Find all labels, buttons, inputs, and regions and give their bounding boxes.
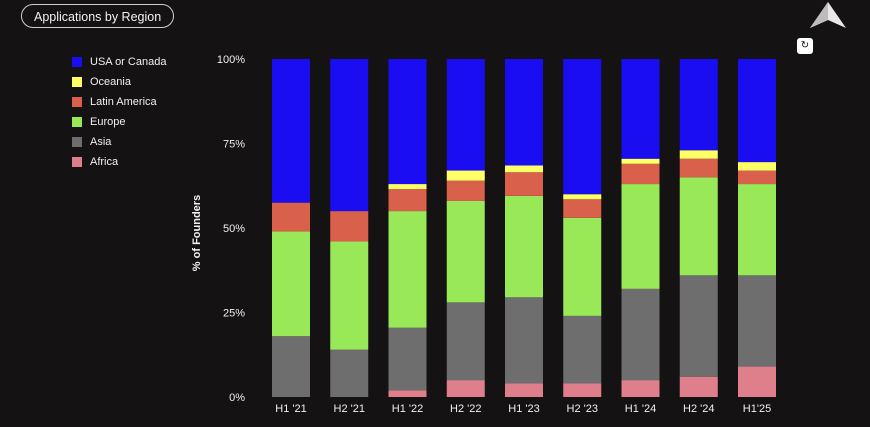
bar-segment [563, 199, 602, 218]
bar-segment [621, 380, 660, 397]
bar-segment [446, 200, 485, 303]
y-tick-label: 50% [223, 223, 245, 235]
bar-segment [738, 275, 776, 367]
triangle-logo-icon [808, 0, 848, 35]
bar-segment [679, 275, 718, 377]
x-tick-label: H2 '23 [567, 403, 598, 415]
y-ticks: 0% 25% 50% 75% 100% [217, 54, 245, 404]
bar-segment [563, 315, 602, 384]
bar-segment [505, 297, 543, 384]
bar-segment [272, 59, 310, 203]
bar-segment [388, 184, 427, 190]
bar-segment [679, 177, 718, 276]
bar-segment [446, 170, 485, 181]
bar-segment [505, 59, 543, 166]
refresh-glyph: ↻ [800, 40, 810, 51]
legend-item: Latin America [72, 92, 166, 112]
bar-segment [388, 327, 427, 391]
bar-segment [388, 189, 427, 212]
bar-segment [330, 349, 369, 397]
x-tick-label: H2 '22 [450, 403, 481, 415]
bar-segment [272, 336, 310, 397]
legend-item: Europe [72, 112, 166, 132]
chart-legend: USA or Canada Oceania Latin America Europe A… [72, 52, 166, 172]
x-tick-label: H1 '22 [392, 403, 423, 415]
legend-swatch [72, 117, 82, 127]
legend-label: Latin America [90, 96, 157, 108]
bar-segment [621, 158, 660, 164]
legend-label: Africa [90, 156, 119, 168]
legend-label: USA or Canada [90, 56, 167, 68]
bar-segment [505, 172, 543, 196]
bar-segment [272, 231, 310, 337]
x-tick-label: H1 '23 [508, 403, 539, 415]
x-tick-label: H2 '24 [683, 403, 714, 415]
y-tick-label: 25% [223, 308, 245, 320]
bar-segment [388, 59, 427, 185]
bar-segment [621, 59, 660, 159]
y-axis-label: % of Founders [191, 195, 203, 271]
bar-segment [679, 158, 718, 178]
bar-segment [621, 288, 660, 381]
bar-segment [446, 380, 485, 397]
x-tick-label: H1 '24 [625, 403, 656, 415]
bar-segment [388, 390, 427, 397]
bar-segment [330, 211, 369, 242]
legend-swatch [72, 57, 82, 67]
legend-item: USA or Canada [72, 52, 166, 72]
bar-segment [563, 59, 602, 195]
legend-label: Asia [90, 136, 112, 148]
bar-segment [563, 194, 602, 200]
bar-segment [446, 180, 485, 201]
legend-label: Oceania [90, 76, 131, 88]
bar-segment [563, 383, 602, 397]
bar-segment [563, 217, 602, 316]
bar-segment [446, 59, 485, 171]
legend-item: Africa [72, 152, 166, 172]
legend-swatch [72, 77, 82, 87]
bar-segment [738, 170, 776, 185]
bar-segment [388, 211, 427, 328]
bar-segment [505, 383, 543, 397]
chart-title: Applications by Region [34, 10, 162, 24]
bar-segment [679, 150, 718, 159]
refresh-icon[interactable]: ↻ [797, 38, 813, 54]
legend-swatch [72, 137, 82, 147]
bar-segment [738, 184, 776, 276]
bar-segment [621, 163, 660, 185]
legend-item: Asia [72, 132, 166, 152]
x-tick-label: H1 '21 [275, 403, 306, 415]
bars [272, 59, 776, 397]
legend-swatch [72, 97, 82, 107]
bar-segment [738, 366, 776, 397]
bar-segment [505, 195, 543, 298]
bar-segment [679, 59, 718, 151]
x-ticks: H1 '21 H2 '21 H1 '22 H2 '22 H1 '23 H2 '23 H1 '… [275, 403, 771, 415]
legend-label: Europe [90, 116, 126, 128]
legend-item: Oceania [72, 72, 166, 92]
bar-segment [272, 202, 310, 232]
bar-segment [738, 162, 776, 171]
x-tick-label: H1'25 [743, 403, 771, 415]
bar-segment [330, 59, 369, 212]
bar-segment [330, 241, 369, 350]
chart-title-pill: Applications by Region [21, 4, 175, 28]
x-tick-label: H2 '21 [334, 403, 365, 415]
bar-segment [505, 165, 543, 173]
legend-swatch [72, 157, 82, 167]
bar-segment [446, 302, 485, 381]
y-tick-label: 75% [223, 139, 245, 151]
bar-segment [738, 59, 776, 163]
y-tick-label: 0% [229, 392, 245, 404]
y-tick-label: 100% [217, 54, 245, 66]
bar-segment [679, 376, 718, 397]
bar-segment [621, 184, 660, 289]
